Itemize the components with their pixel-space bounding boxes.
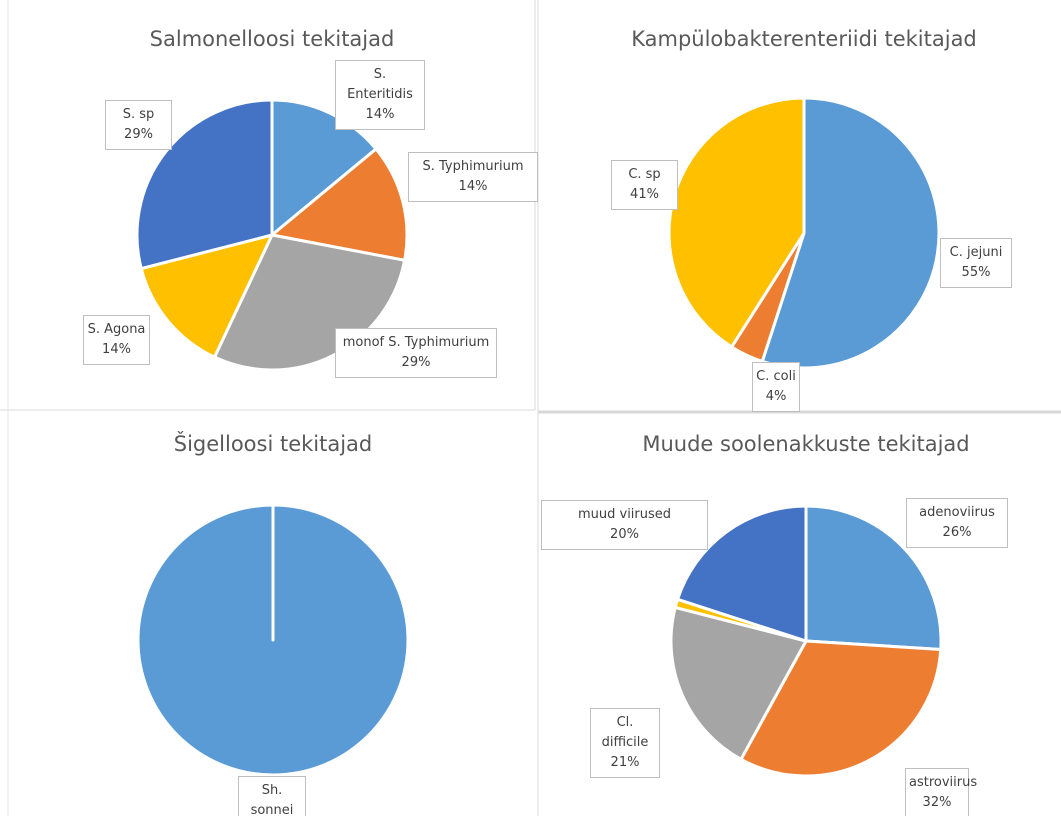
- category: astroviirus: [909, 775, 978, 790]
- pie-slice: [136, 503, 410, 777]
- pie-slice: [739, 639, 943, 778]
- pie-slice: [270, 147, 409, 262]
- category: S. Typhimurium: [422, 159, 524, 174]
- value-label: 20%: [610, 527, 639, 542]
- value-label: 32%: [922, 795, 952, 810]
- category: S. Enteritidis: [347, 67, 413, 102]
- data-label: S. Enteritidis 14%: [335, 60, 425, 130]
- data-label: C. jejuni 55%: [940, 238, 1012, 288]
- category: S. Agona: [87, 322, 146, 337]
- category: monof S. Typhimurium: [342, 335, 490, 350]
- chart-title: Kampülobakterenteriidi tekitajad: [631, 27, 977, 51]
- chart-title: Salmonelloosi tekitajad: [150, 27, 395, 51]
- chart-title: Šigelloosi tekitajad: [174, 431, 373, 456]
- pie-slice: [135, 98, 274, 271]
- data-label: adenoviirus 26%: [906, 498, 1008, 548]
- pie-slice: [804, 504, 943, 651]
- pie-slice: [760, 96, 941, 370]
- chart-title: Muude soolenakkuste tekitajad: [642, 432, 969, 456]
- value-label: 21%: [610, 755, 640, 770]
- data-label: C. sp 41%: [611, 160, 678, 210]
- data-label: muud viirused 20%: [541, 500, 708, 550]
- data-label: S. Agona 14%: [83, 315, 150, 365]
- value-label: 14%: [102, 342, 131, 357]
- data-label: Sh. sonnei100%: [238, 776, 306, 816]
- value-label: 14%: [458, 179, 488, 194]
- data-label: Cl. difficile 21%: [590, 708, 660, 778]
- category: C. jejuni: [949, 245, 1003, 260]
- pie-slice: [139, 233, 274, 359]
- data-label: astroviirus 32%: [905, 768, 978, 816]
- value-label: 14%: [365, 107, 395, 122]
- category: adenoviirus: [919, 505, 995, 520]
- value-label: 41%: [630, 187, 659, 202]
- value-label: 29%: [401, 355, 431, 370]
- data-label: S. Typhimurium 14%: [408, 152, 538, 202]
- category: C. coli: [756, 369, 796, 384]
- pie-slice: [669, 605, 808, 761]
- pie-slice: [270, 98, 378, 237]
- category: muud viirused: [577, 507, 672, 522]
- category: S. sp: [122, 107, 155, 122]
- value-label: 55%: [961, 265, 991, 280]
- data-label: C. coli 4%: [752, 362, 800, 412]
- data-label: S. sp 29%: [105, 100, 172, 150]
- value-label: 26%: [942, 525, 972, 540]
- data-label: monof S. Typhimurium 29%: [335, 328, 497, 378]
- category: Cl. difficile: [601, 715, 649, 750]
- category: Sh. sonnei: [250, 783, 294, 816]
- value-label: 29%: [124, 127, 153, 142]
- pie-slice: [676, 504, 808, 643]
- category: C. sp: [628, 167, 661, 182]
- value-label: 4%: [765, 389, 787, 404]
